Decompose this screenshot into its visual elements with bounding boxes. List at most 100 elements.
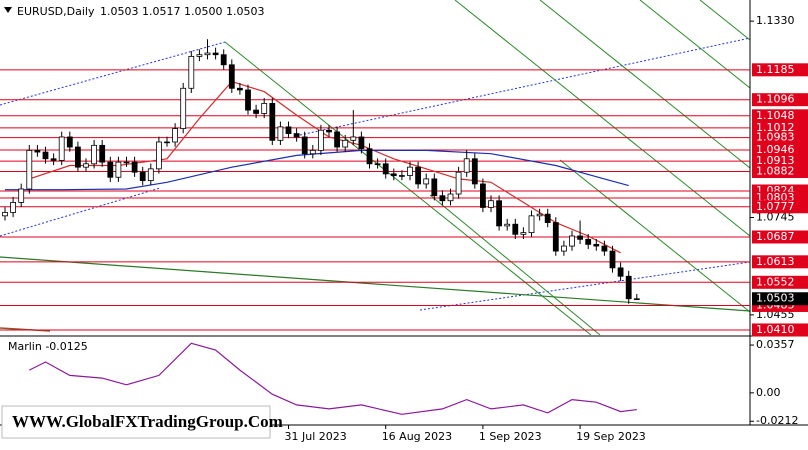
level-label: 1.1012: [756, 121, 795, 134]
candle-body: [42, 151, 49, 160]
candle-body: [423, 178, 430, 185]
candle-body: [609, 250, 616, 269]
candle-body: [220, 54, 227, 66]
level-label: 1.0410: [756, 323, 795, 336]
candle-body: [261, 102, 268, 114]
green-trend-line: [454, 0, 750, 237]
level-label: 1.0552: [756, 275, 795, 288]
candle-body: [390, 173, 397, 176]
green-trend-line: [559, 159, 750, 313]
level-label: 1.1185: [756, 63, 795, 76]
candle-body: [236, 87, 243, 91]
candle-body: [66, 136, 73, 148]
candle-body: [326, 129, 332, 133]
level-label: 1.0983: [756, 131, 795, 144]
candle-body: [569, 235, 575, 247]
indicator-tick-label: 0.00: [756, 386, 781, 399]
candle-body: [83, 163, 89, 168]
level-label-box: [752, 154, 808, 168]
candle-body: [26, 149, 33, 190]
level-label: 1.0777: [756, 200, 795, 213]
candle-body: [512, 223, 519, 235]
candle-body: [58, 136, 65, 161]
candle-body: [285, 126, 292, 134]
candle-body: [317, 129, 324, 151]
candle-body: [544, 213, 551, 223]
candle-body: [366, 148, 373, 165]
candle-body: [455, 171, 462, 195]
level-label-box: [752, 131, 808, 145]
x-tick-label: 1 Sep 2023: [479, 430, 542, 443]
level-label-box: [752, 93, 808, 107]
level-label-box: [752, 200, 808, 214]
candle-body: [407, 166, 413, 176]
y-tick-label: 1.1330: [756, 14, 795, 27]
candle-body: [204, 52, 211, 56]
candle-body: [10, 202, 17, 213]
candle-body: [123, 161, 130, 164]
candle-body: [447, 193, 454, 202]
moving-average: [5, 149, 629, 191]
indicator-line: [29, 342, 637, 415]
candle-body: [253, 109, 260, 114]
candle-body: [601, 245, 608, 252]
level-label: 1.0913: [756, 154, 795, 167]
candle-body: [520, 232, 527, 235]
green-trend-line: [699, 0, 750, 41]
candle-body: [342, 139, 349, 148]
candle-body: [245, 89, 251, 111]
candle-body: [131, 161, 138, 173]
candle-body: [277, 126, 284, 141]
candle-body: [139, 171, 146, 181]
candle-body: [91, 144, 97, 165]
candle-body: [2, 212, 8, 217]
candle-body: [188, 55, 195, 89]
channel-line: [419, 261, 750, 311]
candle-body: [107, 161, 114, 178]
candle-body: [172, 128, 179, 143]
candle-body: [415, 166, 422, 185]
candle-body: [115, 161, 122, 178]
candle-body: [633, 298, 640, 300]
candle-body: [439, 195, 446, 202]
candle-body: [561, 245, 567, 252]
green-trend-line: [639, 0, 750, 89]
candle-body: [99, 144, 106, 163]
indicator-title: Marlin -0.0125: [8, 340, 88, 353]
candle-body: [382, 163, 389, 175]
candle-body: [358, 136, 365, 150]
candle-body: [463, 158, 470, 173]
candle-body: [585, 238, 592, 245]
green-long-line: [0, 256, 750, 312]
level-label: 1.0687: [756, 230, 795, 243]
symbol-icon: [4, 7, 12, 13]
candle-body: [34, 149, 41, 153]
watermark: WWW.GlobalFXTradingGroup.Com: [1, 405, 283, 439]
level-label: 1.1048: [756, 109, 795, 122]
x-tick-label: 19 Sep 2023: [576, 430, 646, 443]
level-label-box: [752, 323, 808, 337]
level-label: 1.0946: [756, 143, 795, 156]
candle-body: [536, 213, 543, 217]
level-label-box: [752, 143, 808, 157]
candle-body: [431, 178, 438, 197]
candle-body: [471, 158, 478, 185]
candle-body: [155, 141, 162, 170]
candle-body: [269, 102, 276, 141]
candle-body: [374, 163, 381, 166]
level-label: 1.0882: [756, 165, 795, 178]
candle-body: [398, 175, 405, 177]
chart-title: EURUSD,Daily: [17, 5, 95, 18]
candle-body: [293, 133, 300, 138]
level-label-box: [752, 230, 808, 244]
channel-line: [0, 41, 226, 106]
green-trend-line: [224, 41, 592, 335]
level-label-box: [752, 165, 808, 179]
x-tick-label: 31 Jul 2023: [285, 430, 347, 443]
x-tick-label: 16 Aug 2023: [382, 430, 452, 443]
price-labels: 1.13301.07451.04551.11851.10961.10481.10…: [750, 14, 808, 337]
level-label-box: [752, 275, 808, 289]
candle-body: [504, 223, 511, 227]
green-trend-line: [539, 0, 750, 169]
level-label: 1.1096: [756, 93, 795, 106]
